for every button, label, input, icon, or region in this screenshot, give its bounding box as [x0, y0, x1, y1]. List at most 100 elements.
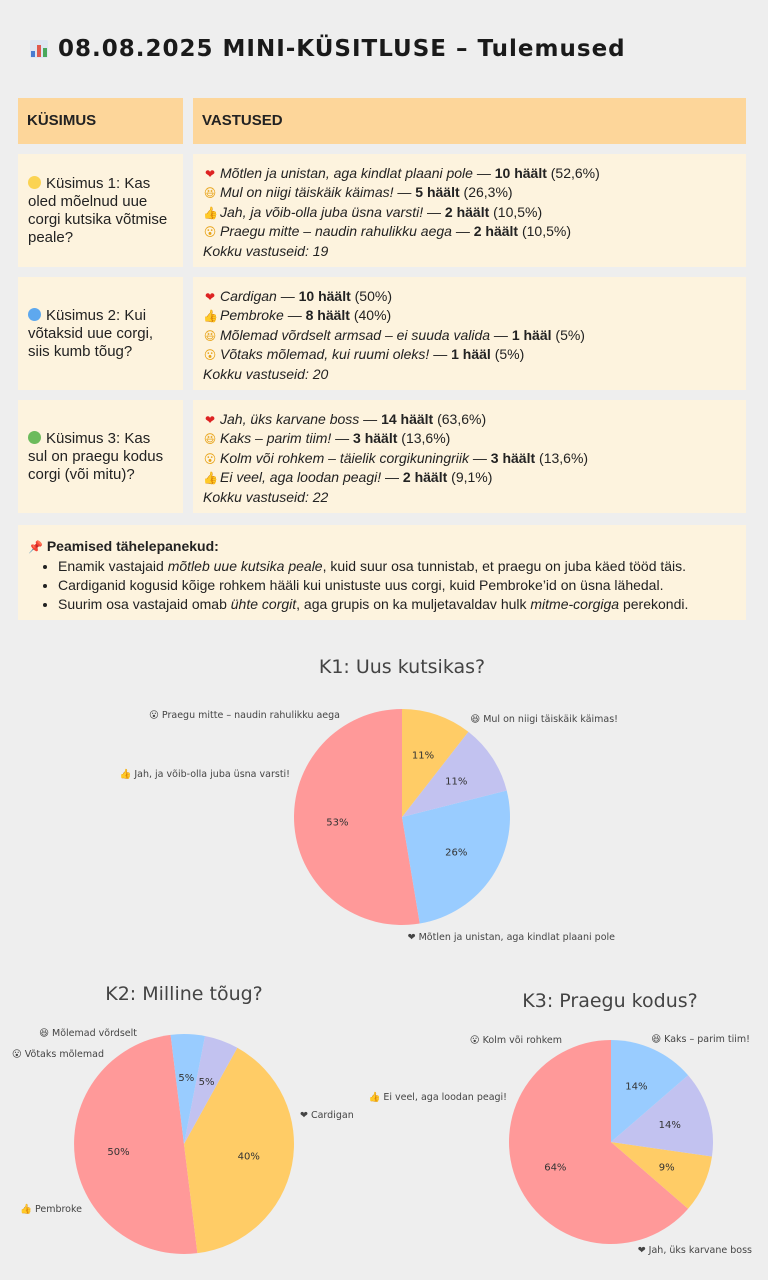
- thumbs-up-icon: 👍: [203, 205, 218, 220]
- slice-percent-label: 64%: [544, 1162, 566, 1173]
- answers-cell: ❤ Mõtlen ja unistan, aga kindlat plaani p…: [193, 154, 746, 267]
- pie-slice: [509, 1040, 689, 1244]
- answer-votes: 10 häält: [298, 288, 351, 304]
- pie-slice: [611, 1040, 689, 1142]
- pie-slice: [170, 1034, 205, 1144]
- grin-icon: 😆: [203, 328, 217, 343]
- observations-box: 📌 Peamised tähelepanekud: Enamik vastaja…: [18, 525, 746, 620]
- chart-title-k3: K3: Praegu kodus?: [522, 990, 698, 1012]
- heart-icon: ❤: [204, 167, 216, 181]
- observation-item: Cardiganid kogusid kõige rohkem hääli ku…: [58, 576, 736, 595]
- answer-percent: (52,6%): [550, 165, 600, 181]
- answer-percent: (9,1%): [451, 469, 493, 486]
- answers-cell: ❤ Jah, üks karvane boss — 14 häält (63,6%…: [193, 400, 746, 513]
- question-cell: Küsimus 1: Kas oled mõelnud uue corgi ku…: [18, 154, 183, 267]
- table-row: Küsimus 1: Kas oled mõelnud uue corgi ku…: [18, 154, 746, 267]
- pie-slice: [611, 1075, 713, 1157]
- pie-slice: [402, 790, 511, 924]
- observation-item: Suurim osa vastajaid omab ühte corgit, a…: [58, 595, 736, 614]
- answer-votes: 1 hääl: [451, 346, 491, 363]
- answer-votes: 2 häält: [473, 223, 519, 240]
- answer-votes: 8 häält: [305, 307, 350, 324]
- answer-votes: 14 häält: [381, 411, 434, 427]
- answer-votes: 5 häält: [415, 184, 460, 201]
- table-row: Küsimus 3: Kas sul on praegu kodus corgi…: [18, 400, 746, 513]
- answer-text: Jah, ja võib-olla juba üsna varsti!: [220, 203, 424, 220]
- observation-emphasis: mitme-corgiga: [530, 596, 620, 612]
- slice-category-label: 😮 Praegu mitte – naudin rahulikku aega: [149, 710, 340, 721]
- answer-votes: 3 häält: [490, 449, 536, 466]
- question-text: Küsimus 3: Kas sul on praegu kodus corgi…: [28, 429, 164, 483]
- bar-chart-icon: [30, 40, 48, 58]
- observation-emphasis: mõtleb uue kutsika peale: [167, 558, 323, 574]
- answers-cell: ❤ Cardigan — 10 häält (50%) 👍 Pembroke — 8 …: [193, 277, 746, 390]
- page-title-text: 08.08.2025 MINI-KÜSITLUSE – Tulemused: [58, 36, 626, 62]
- answer-line: 😮 Kolm või rohkem – täielik corgikuningri…: [203, 449, 736, 468]
- question-dot-icon: [28, 430, 41, 444]
- chart-title-k1: K1: Uus kutsikas?: [318, 656, 486, 678]
- slice-category-label: 👍 Pembroke: [20, 1203, 82, 1215]
- question-text: Küsimus 1: Kas oled mõelnud uue corgi ku…: [28, 174, 168, 246]
- grin-icon: 😆: [203, 186, 217, 201]
- answer-text: Mõtlen ja unistan, aga kindlat plaani po…: [220, 165, 473, 181]
- answer-votes: 1 hääl: [511, 326, 552, 343]
- slice-percent-label: 50%: [107, 1147, 129, 1158]
- answer-line: ❤ Jah, üks karvane boss — 14 häält (63,6%…: [203, 410, 736, 429]
- answer-votes: 2 häält: [402, 469, 448, 486]
- slice-category-label: 😆 Mõlemad võrdselt: [39, 1028, 137, 1039]
- pie-slice: [402, 731, 507, 817]
- answer-percent: (63,6%): [437, 411, 487, 427]
- slice-percent-label: 14%: [625, 1081, 647, 1092]
- slice-percent-label: 11%: [445, 777, 467, 788]
- answer-line: ❤ Mõtlen ja unistan, aga kindlat plaani p…: [203, 164, 736, 183]
- results-table: KÜSIMUS VASTUSED Küsimus 1: Kas oled mõe…: [18, 98, 746, 523]
- observation-text: perekondi.: [619, 596, 689, 612]
- slice-category-label: 👍 Ei veel, aga loodan peagi!: [368, 1091, 507, 1103]
- answer-percent: (5%): [555, 326, 585, 343]
- answer-line: 👍 Pembroke — 8 häält (40%): [203, 306, 736, 325]
- answer-text: Jah, üks karvane boss: [220, 411, 360, 427]
- answer-line: 👍 Ei veel, aga loodan peagi! — 2 häält (9…: [203, 468, 736, 487]
- answer-text: Kaks – parim tiim!: [220, 430, 332, 447]
- pie-slice: [293, 709, 420, 926]
- question-text: Küsimus 2: Kui võtaksid uue corgi, siis …: [28, 306, 154, 360]
- answer-text: Praegu mitte – naudin rahulikku aega: [220, 223, 452, 240]
- slice-category-label: ❤ Mõtlen ja unistan, aga kindlat plaani …: [408, 932, 616, 943]
- slice-category-label: 😆 Mul on niigi täiskäik käimas!: [470, 714, 618, 725]
- pie-slice: [74, 1034, 198, 1254]
- slice-percent-label: 53%: [326, 817, 348, 828]
- answer-line: 😆 Mõlemad võrdselt armsad – ei suuda vali…: [203, 326, 736, 345]
- slice-category-label: 👍 Jah, ja võib-olla juba üsna varsti!: [120, 768, 291, 780]
- question-dot-icon: [28, 307, 41, 321]
- answers-total: Kokku vastuseid: 20: [203, 365, 329, 382]
- observation-text: Cardiganid kogusid kõige rohkem hääli ku…: [58, 577, 664, 593]
- thumbs-up-icon: 👍: [203, 309, 218, 324]
- surprised-icon: 😮: [203, 451, 217, 466]
- answer-percent: (50%): [354, 288, 392, 304]
- heart-icon: ❤: [204, 413, 216, 427]
- observation-emphasis: ühte corgit: [230, 596, 297, 612]
- surprised-icon: 😮: [203, 348, 217, 363]
- table-row: Küsimus 2: Kui võtaksid uue corgi, siis …: [18, 277, 746, 390]
- table-header: KÜSIMUS VASTUSED: [18, 98, 746, 144]
- page-title: 08.08.2025 MINI-KÜSITLUSE – Tulemused: [30, 36, 626, 62]
- answer-text: Mul on niigi täiskäik käimas!: [220, 184, 394, 201]
- pie-slice: [611, 1142, 712, 1209]
- answers-total: Kokku vastuseid: 22: [203, 488, 329, 505]
- answer-text: Kolm või rohkem – täielik corgikuningrii…: [220, 449, 469, 466]
- observation-text: Suurim osa vastajaid omab: [58, 596, 231, 612]
- pie-slice: [184, 1047, 294, 1254]
- answer-percent: (40%): [353, 307, 392, 324]
- slice-percent-label: 5%: [178, 1073, 194, 1084]
- answer-line: 😆 Kaks – parim tiim! — 3 häält (13,6%): [203, 429, 736, 448]
- observation-text: Enamik vastajaid: [58, 558, 168, 574]
- slice-category-label: 😮 Kolm või rohkem: [470, 1035, 562, 1046]
- answer-text: Cardigan: [220, 288, 277, 304]
- observations-title: Peamised tähelepanekud:: [46, 538, 219, 554]
- answer-percent: (13,6%): [401, 430, 451, 447]
- chart-title-k2: K2: Milline tõug?: [105, 983, 263, 1005]
- slice-percent-label: 14%: [659, 1120, 681, 1131]
- heart-icon: ❤: [204, 290, 216, 304]
- slice-category-label: ❤ Jah, üks karvane boss: [638, 1245, 752, 1256]
